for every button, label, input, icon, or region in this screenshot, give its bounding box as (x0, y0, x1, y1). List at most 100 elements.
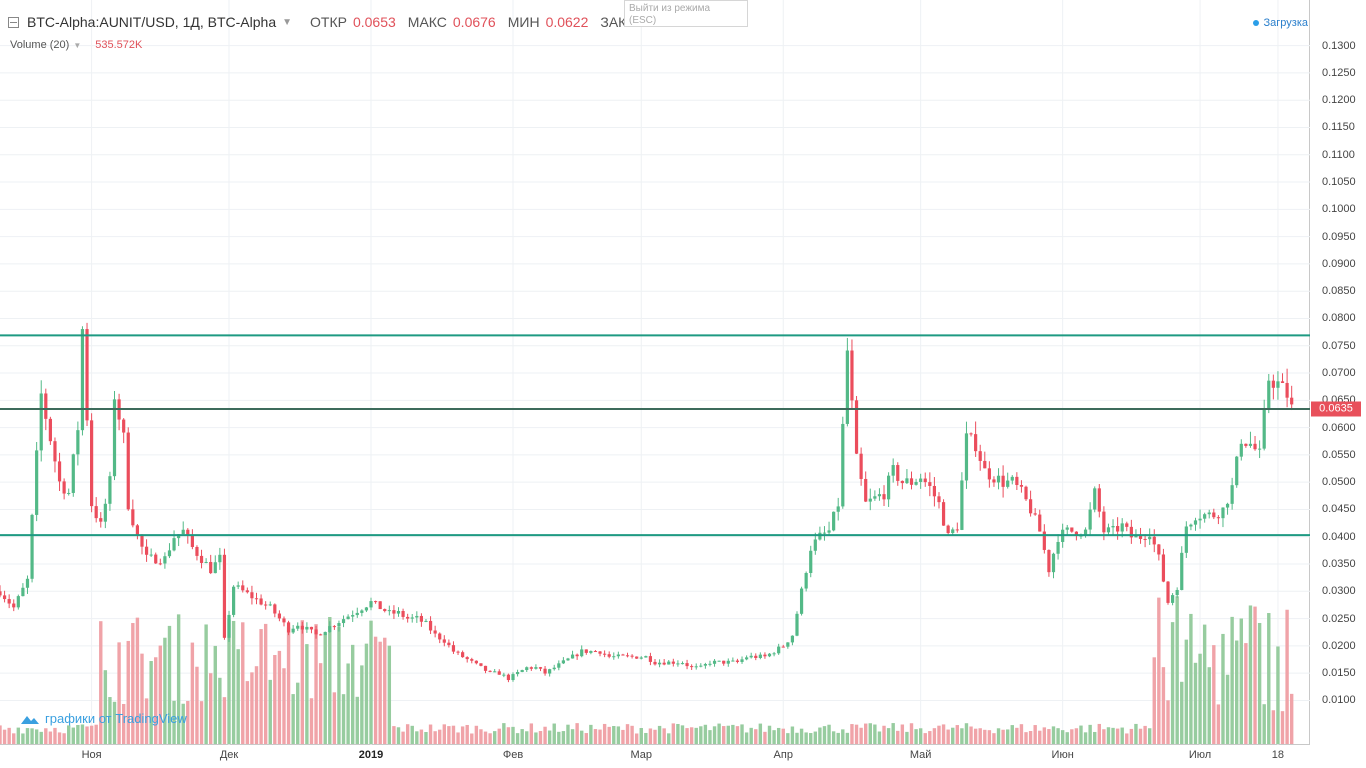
volume-bar (602, 723, 607, 744)
candle-body (712, 660, 717, 664)
collapse-icon[interactable] (8, 16, 19, 28)
volume-bar (154, 657, 158, 744)
volume-bar (1175, 596, 1179, 744)
volume-bar (1253, 606, 1257, 744)
volume-bar (882, 725, 886, 744)
candle-body (135, 525, 140, 536)
candlestick-plot[interactable] (0, 0, 1310, 745)
volume-bar (34, 729, 39, 744)
candle-body (580, 649, 584, 657)
volume-bar (268, 679, 272, 744)
volume-bar (1235, 640, 1239, 744)
volume-bar (438, 729, 442, 744)
candle-body (923, 478, 927, 483)
volume-bar (396, 727, 401, 744)
volume-bar (891, 723, 895, 744)
candle-body (1074, 531, 1078, 536)
volume-bar (94, 724, 98, 744)
volume-bar (135, 617, 140, 744)
candle-body (841, 423, 845, 507)
candle-body (1262, 409, 1266, 449)
volume-bar (1193, 662, 1198, 744)
candle-body (575, 654, 579, 657)
volume-bar (172, 700, 176, 744)
candle-body (758, 654, 762, 658)
candle-body (497, 671, 501, 675)
volume-label[interactable]: Volume (20) (10, 39, 70, 51)
candle-body (1157, 544, 1161, 555)
candle-body (1230, 485, 1234, 504)
candle-body (2, 595, 7, 600)
volume-bar (341, 694, 346, 744)
candle-body (1271, 380, 1275, 388)
volume-bar (1184, 639, 1189, 744)
volume-bar (314, 624, 318, 744)
price-tick-label: 0.0150 (1322, 667, 1356, 680)
chart-area[interactable] (0, 0, 1310, 745)
candle-body (570, 654, 575, 659)
volume-bar (250, 672, 254, 744)
candle-body (80, 329, 85, 431)
volume-bar (163, 637, 167, 744)
candle-body (300, 625, 304, 630)
tooltip-line2: (ESC) (629, 15, 657, 26)
candle-body (1221, 507, 1225, 519)
candle-body (1038, 514, 1042, 532)
chevron-down-icon[interactable]: ▼ (282, 16, 293, 28)
volume-bar (799, 728, 804, 744)
candle-body (745, 657, 749, 660)
price-tick-label: 0.1050 (1322, 176, 1356, 189)
candle-body (383, 609, 387, 612)
candle-body (62, 481, 66, 494)
volume-bar (282, 668, 286, 744)
candle-body (470, 659, 474, 661)
candle-body (548, 669, 552, 674)
volume-bar (1289, 693, 1294, 744)
volume-bar (1038, 730, 1042, 744)
candle-body (264, 604, 268, 606)
volume-bar (1170, 622, 1175, 744)
volume-bar (813, 731, 818, 744)
volume-bar (790, 726, 795, 744)
volume-bar (772, 730, 776, 744)
volume-legend: Volume (20) ▼ 535.572K (10, 39, 142, 51)
time-tick-label: 2019 (358, 749, 384, 761)
volume-bar (245, 681, 250, 744)
candle-body (286, 622, 291, 633)
chevron-down-icon[interactable]: ▼ (73, 40, 82, 50)
volume-bar (1093, 731, 1097, 744)
candle-body (131, 509, 135, 526)
volume-bar (538, 731, 543, 744)
candle-body (561, 660, 565, 664)
volume-bar (735, 726, 740, 744)
volume-bar (996, 728, 1001, 744)
candle-body (378, 601, 382, 610)
volume-bar (1276, 646, 1280, 744)
candle-body (1019, 485, 1024, 487)
candle-body (332, 626, 336, 628)
candle-body (822, 532, 827, 534)
volume-bar (121, 703, 126, 744)
volume-bar (973, 728, 978, 744)
candle-body (667, 661, 671, 665)
price-tick-label: 0.0800 (1322, 312, 1356, 325)
candle-body (1285, 382, 1289, 398)
volume-bar (1143, 725, 1147, 744)
candle-body (291, 628, 295, 633)
volume-bar (983, 729, 987, 744)
volume-bar (863, 723, 868, 744)
volume-bar (676, 723, 680, 744)
candle-body (167, 550, 172, 557)
volume-bar (1212, 645, 1216, 744)
volume-bar (694, 727, 698, 744)
symbol-title[interactable]: BTC-Alpha:AUNIT/USD, 1Д, BTC-Alpha (27, 14, 277, 30)
volume-bar (831, 731, 836, 744)
volume-bar (607, 726, 611, 744)
volume-bar (625, 724, 630, 744)
volume-bar (987, 730, 992, 744)
volume-bar (474, 725, 479, 744)
candle-body (438, 633, 442, 640)
time-axis[interactable]: Ноя Дек 2019 Фев Мар Апр Май Июн Июл 18 (0, 745, 1310, 768)
tradingview-watermark[interactable]: графики от TradingView (20, 711, 187, 726)
price-axis[interactable]: 0.1300 0.1250 0.1200 0.1150 0.1100 0.1050 0.10… (1310, 0, 1366, 745)
